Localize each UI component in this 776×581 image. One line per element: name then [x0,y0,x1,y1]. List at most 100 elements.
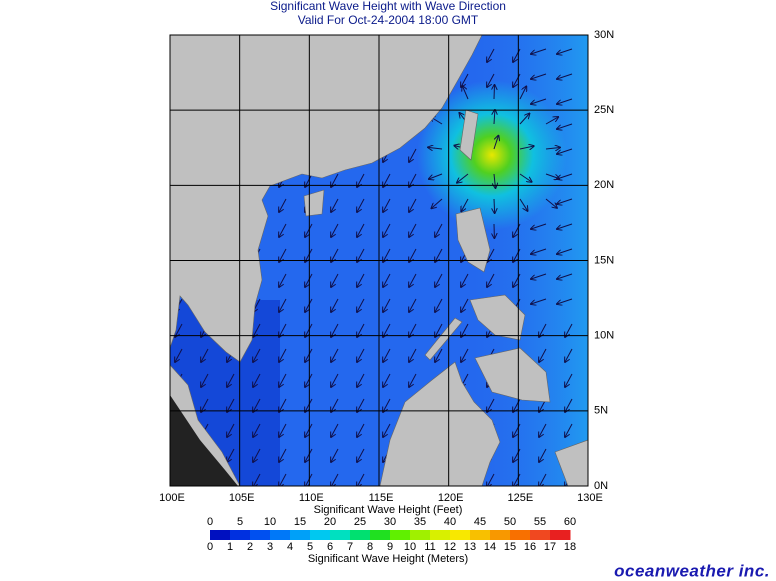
arrow [461,348,469,362]
arrow [253,473,261,486]
colorbar-cell [250,530,271,540]
arrow [519,173,532,182]
arrow [357,398,365,412]
mindanao [474,347,551,403]
arrow [279,348,287,362]
lon-label: 115E [369,492,394,504]
arrow [357,198,365,212]
meter-tick: 2 [247,541,253,553]
meter-tick: 3 [267,541,273,553]
feet-tick: 5 [237,516,243,528]
arrow [279,198,287,212]
sumatra [170,395,238,486]
arrow [357,373,365,387]
arrow [531,48,547,54]
arrow [357,348,365,362]
arrow [279,248,287,262]
arrow [409,273,417,287]
arrow [305,323,313,337]
arrow [435,298,443,312]
arrow [305,473,313,486]
feet-tick: 20 [324,516,336,528]
arrow [201,373,209,387]
feet-title: Significant Wave Height (Feet) [314,504,463,516]
lat-label: 10N [594,330,614,342]
arrow [487,398,495,412]
feet-tick: 50 [504,516,516,528]
sulawesi [554,439,588,486]
arrow [565,348,573,362]
arrow [531,98,547,104]
colorbar-cell [410,530,431,540]
arrow [557,123,573,129]
arrow [279,323,287,337]
arrow [175,348,183,362]
meter-tick: 16 [524,541,536,553]
arrow [279,373,287,387]
arrow [531,273,547,279]
arrow [531,248,547,254]
arrow [305,373,313,387]
arrow [519,146,534,149]
arrow [539,323,547,337]
lon-label: 110E [299,492,324,504]
colorbar-cell [550,530,571,540]
arrow [305,398,313,412]
arrow [428,147,443,149]
arrow [279,423,287,437]
meter-tick: 11 [424,541,435,553]
arrow [557,223,573,229]
arrow [305,223,313,237]
arrow [557,248,573,254]
arrow [409,223,417,237]
meter-tick: 14 [484,541,496,553]
arrow [383,223,391,237]
arrow [305,423,313,437]
colorbar-cell [270,530,291,540]
arrow [557,198,573,204]
feet-tick: 45 [474,516,486,528]
grid [170,35,588,486]
colorbar-cell [350,530,371,540]
arrow [409,248,417,262]
lon-label: 130E [577,492,603,504]
arrow [565,423,573,437]
arrow [279,298,287,312]
arrow [519,114,529,125]
meter-tick: 6 [327,541,333,553]
arrow [331,248,339,262]
arrow [357,323,365,337]
colorbar-cell [210,530,231,540]
subtitle: Valid For Oct-24-2004 18:00 GMT [298,13,479,27]
meter-tick: 12 [444,541,456,553]
colorbar-cell [370,530,391,540]
meter-tick: 7 [347,541,353,553]
feet-tick: 35 [414,516,426,528]
feet-tick: 60 [564,516,576,528]
arrow [565,398,573,412]
arrow [357,248,365,262]
axis-labels: 30N 25N 20N 15N 10N 5N 0N 100E 105E 110E 115E 120E 1… [159,29,614,504]
arrow [539,473,547,486]
arrow [227,423,235,437]
lon-label: 120E [438,492,464,504]
arrow [383,248,391,262]
lat-label: 25N [594,104,614,116]
land [170,35,588,486]
arrow [253,398,261,412]
arrow [201,348,209,362]
arrow [435,323,443,337]
meters-title: Significant Wave Height (Meters) [308,553,468,565]
meter-tick: 0 [207,541,213,553]
arrow [305,248,313,262]
feet-tick: 15 [294,516,306,528]
arrow [409,323,417,337]
meter-tick: 4 [287,541,293,553]
arrow [545,198,557,208]
meter-tick: 13 [464,541,476,553]
arrow [461,273,469,287]
meter-tick: 15 [504,541,516,553]
arrow [331,223,339,237]
arrow [227,398,235,412]
